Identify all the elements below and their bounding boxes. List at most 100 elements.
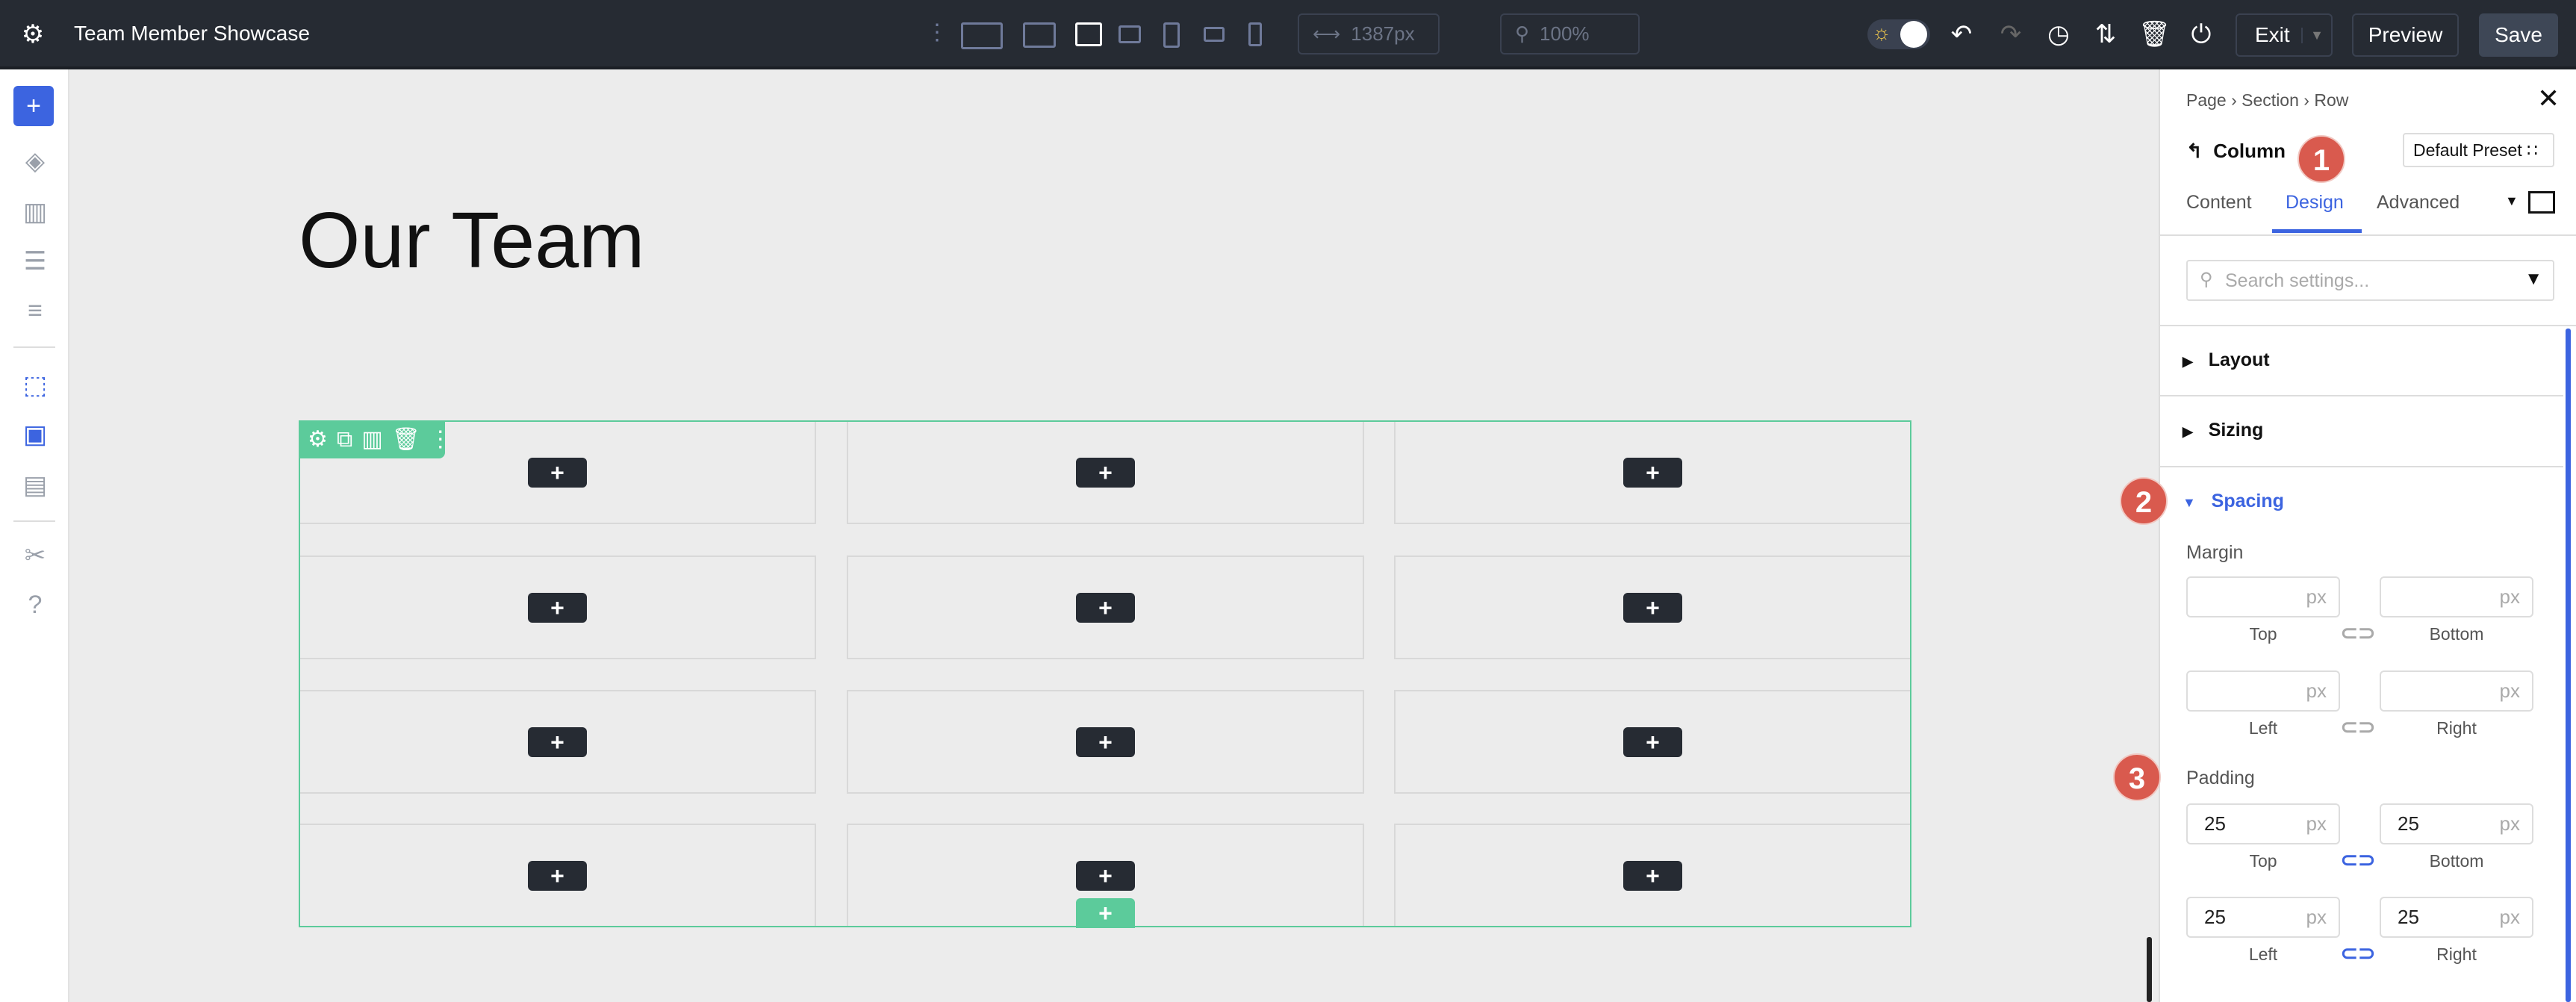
margin-left-label: Left (2248, 718, 2278, 738)
columns-icon[interactable]: ▥ (361, 427, 383, 452)
link-icon[interactable]: ⊂⊃ (2340, 942, 2376, 965)
phone-small-icon[interactable] (1248, 22, 1262, 46)
breadcrumb-section[interactable]: Section (2241, 90, 2299, 110)
add-row-button[interactable]: + (1076, 898, 1135, 928)
tablet-icon[interactable] (1119, 25, 1141, 43)
margin-bottom-label: Bottom (2429, 624, 2484, 644)
width-input[interactable]: ⟷ 1387px (1298, 13, 1440, 55)
add-module-button[interactable]: + (1076, 727, 1135, 757)
row-settings-icon[interactable]: ⚙ (308, 427, 328, 452)
tab-content[interactable]: Content (2186, 192, 2252, 213)
margin-label: Margin (2186, 542, 2244, 563)
tab-design[interactable]: Design (2286, 192, 2344, 213)
unlink-icon[interactable]: ⊂⊃ (2340, 715, 2376, 738)
add-module-button[interactable]: + (528, 861, 587, 891)
add-module-button[interactable]: + (1623, 727, 1682, 757)
tools-icon[interactable]: ✂ (24, 541, 46, 570)
database-icon[interactable]: ☰ (23, 247, 47, 276)
link-icon[interactable]: ⊂⊃ (2340, 848, 2376, 871)
padding-left-input[interactable]: 25 px (2186, 897, 2340, 938)
preview-button[interactable]: Preview (2352, 13, 2459, 57)
add-icon[interactable]: + (13, 86, 54, 126)
theme-toggle[interactable]: ☼ (1867, 19, 1930, 49)
phone-landscape-icon[interactable] (1204, 27, 1225, 42)
page-title: Team Member Showcase (74, 22, 310, 45)
row-outline[interactable] (299, 420, 1911, 927)
more-options-icon[interactable]: ⋮ (429, 427, 452, 452)
close-icon[interactable]: ✕ (2537, 83, 2560, 113)
desktop-icon[interactable] (1023, 22, 1056, 48)
sort-icon[interactable]: ⇅ (2094, 20, 2117, 49)
responsive-dropdown-icon[interactable]: ▼ (2505, 193, 2519, 208)
add-module-button[interactable]: + (1623, 861, 1682, 891)
divider (2160, 466, 2563, 467)
add-module-button[interactable]: + (1076, 458, 1135, 488)
add-module-button[interactable]: + (528, 593, 587, 623)
group-layout[interactable]: ▶ Layout (2183, 349, 2270, 370)
margin-right-input[interactable]: px (2380, 670, 2533, 712)
desktop-wide-icon[interactable] (961, 22, 1003, 49)
active-tab-indicator (2272, 229, 2362, 233)
tablet-landscape-icon[interactable] (1075, 22, 1102, 46)
undo-icon[interactable]: ↶ (1950, 20, 1973, 49)
margin-left-input[interactable]: px (2186, 670, 2340, 712)
help-icon[interactable]: ? (28, 591, 43, 619)
caret-right-icon: ▶ (2183, 424, 2193, 439)
device-view-icon[interactable] (2528, 191, 2555, 214)
column-cell[interactable] (847, 690, 1364, 794)
sun-icon: ☼ (1872, 21, 1891, 44)
group-spacing[interactable]: ▼ Spacing (2183, 491, 2284, 511)
delete-icon[interactable]: 🗑 (391, 427, 420, 452)
margin-bottom-input[interactable]: px (2380, 576, 2533, 617)
duplicate-icon[interactable]: ⧉ (336, 426, 353, 452)
divider (13, 520, 55, 522)
back-icon[interactable]: ↰ (2186, 140, 2203, 162)
padding-bottom-input[interactable]: 25 px (2380, 803, 2533, 844)
zoom-input[interactable]: ⚲ 100% (1500, 13, 1640, 55)
padding-top-label: Top (2249, 851, 2277, 871)
add-module-button[interactable]: + (528, 458, 587, 488)
divider (2160, 234, 2576, 236)
padding-top-input[interactable]: 25 px (2186, 803, 2340, 844)
library-icon[interactable]: ▥ (22, 198, 48, 226)
preview-layout-icon[interactable]: ▤ (22, 471, 48, 500)
settings-gear-icon[interactable]: ⚙ (21, 20, 45, 49)
save-button[interactable]: Save (2479, 13, 2558, 57)
more-icon[interactable]: ⋮ (926, 20, 948, 45)
padding-right-input[interactable]: 25 px (2380, 897, 2533, 938)
add-module-button[interactable]: + (1076, 593, 1135, 623)
margin-top-input[interactable]: px (2186, 576, 2340, 617)
column-cell[interactable] (847, 556, 1364, 659)
preset-dropdown[interactable]: Default Preset ∷ (2403, 133, 2554, 167)
phone-icon[interactable] (1163, 22, 1180, 48)
unlink-icon[interactable]: ⊂⊃ (2340, 621, 2376, 644)
panel-scrollbar[interactable] (2566, 329, 2571, 1002)
layers-icon[interactable]: ◈ (25, 147, 46, 175)
left-sidebar: + ◈ ▥ ☰ ≡ ⬚ ▣ ▤ ✂ ? (0, 69, 69, 1002)
settings-panel: Page › Section › Row ✕ ↰ Column Default … (2159, 69, 2576, 1002)
tab-advanced[interactable]: Advanced (2377, 192, 2460, 213)
select-multiple-icon[interactable]: ▣ (22, 420, 48, 449)
add-module-button[interactable]: + (1623, 458, 1682, 488)
select-element-icon[interactable]: ⬚ (22, 371, 48, 399)
exit-button[interactable]: Exit ▼ (2236, 13, 2333, 57)
add-module-button[interactable]: + (528, 727, 587, 757)
search-settings-input[interactable]: ⚲ Search settings... ▼ (2186, 260, 2554, 301)
trash-icon[interactable]: 🗑 (2138, 20, 2171, 49)
width-icon: ⟷ (1313, 22, 1341, 45)
page-settings-icon[interactable]: ≡ (28, 296, 43, 325)
caret-down-icon: ▼ (2183, 495, 2196, 510)
canvas-scrollbar[interactable] (2147, 937, 2152, 1002)
power-icon[interactable]: ⏻ (2191, 20, 2212, 49)
divider (13, 346, 55, 348)
row-toolbar: ⚙ ⧉ ▥ 🗑 ⋮ (299, 420, 452, 458)
breadcrumb-row[interactable]: Row (2314, 90, 2349, 110)
breadcrumb-page[interactable]: Page (2186, 90, 2227, 110)
filter-icon[interactable]: ▼ (2524, 269, 2542, 289)
group-sizing[interactable]: ▶ Sizing (2183, 420, 2264, 441)
history-icon[interactable]: ◷ (2047, 20, 2070, 49)
redo-icon[interactable]: ↷ (2000, 20, 2022, 49)
add-module-button[interactable]: + (1076, 861, 1135, 891)
add-module-button[interactable]: + (1623, 593, 1682, 623)
exit-dropdown-icon[interactable]: ▼ (2301, 27, 2324, 43)
